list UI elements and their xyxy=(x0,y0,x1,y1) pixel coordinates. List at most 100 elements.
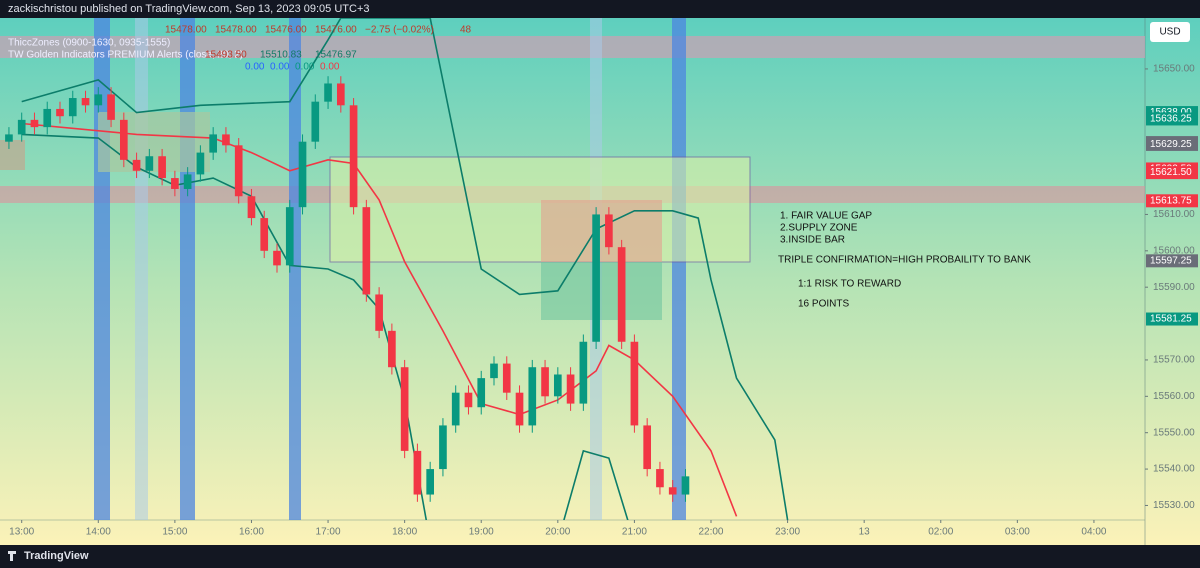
fair-value-gap-box xyxy=(329,156,751,263)
candle-body xyxy=(209,134,218,153)
candle-body xyxy=(196,152,205,175)
candle-body xyxy=(541,367,549,397)
candle-body xyxy=(643,425,652,470)
price-badge xyxy=(1146,254,1198,268)
candle-body xyxy=(260,218,269,251)
price-badge xyxy=(1146,166,1198,180)
x-tick-label: 22:00 xyxy=(698,527,723,538)
x-tick-label: 19:00 xyxy=(469,527,494,538)
candle-body xyxy=(30,119,39,128)
x-tick-label: 04:00 xyxy=(1081,527,1106,538)
brand: TradingView xyxy=(24,550,89,562)
legend: 15478.00 15478.00 15476.00 15476.00 −2.75 (−… xyxy=(8,25,472,73)
indicator-value: 0.00 xyxy=(320,62,340,73)
price-badge-label: 15581.25 xyxy=(1150,314,1192,325)
candle-body xyxy=(400,367,409,451)
currency-label[interactable]: USD xyxy=(1159,27,1180,38)
indicator-line xyxy=(21,18,789,520)
candle-body xyxy=(413,450,422,495)
y-tick-label: 15590.00 xyxy=(1153,282,1195,293)
candle-body xyxy=(119,119,128,160)
x-tick-label: 13:00 xyxy=(9,527,34,538)
candle-body xyxy=(68,98,77,117)
price-badge-label: 15597.25 xyxy=(1150,255,1192,266)
x-tick-label: 23:00 xyxy=(775,527,800,538)
session-band xyxy=(289,18,301,520)
indicator-value: 15476.97 xyxy=(315,50,357,61)
x-tick-label: 13 xyxy=(859,527,871,538)
ohlc-value: 15478.00 xyxy=(165,25,207,36)
indicator-line xyxy=(21,133,629,520)
candle-body xyxy=(426,469,435,495)
session-band xyxy=(180,18,195,520)
drawings xyxy=(0,18,1145,520)
candle-body xyxy=(132,159,141,171)
brand-logo xyxy=(8,551,16,561)
candle-body xyxy=(528,367,537,426)
x-tick-label: 16:00 xyxy=(239,527,264,538)
price-badge xyxy=(1146,112,1198,126)
price-badge xyxy=(1146,194,1198,208)
x-tick-label: 14:00 xyxy=(86,527,111,538)
candle-body xyxy=(298,141,307,208)
annotation: 2.SUPPLY ZONE xyxy=(780,223,858,234)
candle-body xyxy=(349,105,358,208)
candle-body xyxy=(439,425,447,470)
y-tick-label: 15530.00 xyxy=(1153,500,1195,511)
y-tick-label: 15550.00 xyxy=(1153,427,1195,438)
candle-body xyxy=(145,156,154,171)
candle-body xyxy=(605,214,613,248)
price-badge-label: 15613.75 xyxy=(1150,195,1192,206)
y-tick-label: 15540.00 xyxy=(1153,464,1195,475)
candle-body xyxy=(324,83,332,102)
candle-body xyxy=(490,363,498,379)
indicator-value: 15510.83 xyxy=(260,50,302,61)
candle-body xyxy=(56,108,64,117)
indicator-value: 0.00 xyxy=(245,62,265,73)
price-badge-label: 15629.25 xyxy=(1150,139,1192,150)
candle-body xyxy=(171,178,179,189)
candle-body xyxy=(668,487,677,495)
candle-body xyxy=(273,250,281,266)
ohlc-value: 15476.00 xyxy=(265,25,307,36)
candle-body xyxy=(5,134,13,142)
indicator-value: 15493.50 xyxy=(205,50,247,61)
candle-body xyxy=(477,378,486,408)
session-band xyxy=(135,18,148,520)
candle-body xyxy=(566,374,575,404)
x-tick-label: 21:00 xyxy=(622,527,647,538)
x-tick-label: 20:00 xyxy=(545,527,570,538)
session-band xyxy=(672,18,686,520)
candle-body xyxy=(362,207,371,295)
ohlc-value: −2.75 (−0.02%) xyxy=(365,25,434,36)
x-tick-label: 15:00 xyxy=(162,527,187,538)
x-tick-label: 18:00 xyxy=(392,527,417,538)
currency-button[interactable] xyxy=(1150,22,1190,42)
candle-body xyxy=(388,330,396,368)
y-tick-label: 15570.00 xyxy=(1153,355,1195,366)
y-tick-label: 15600.00 xyxy=(1153,245,1195,256)
x-tick-label: 02:00 xyxy=(928,527,953,538)
candle-body xyxy=(43,108,52,128)
annotation: 1:1 RISK TO REWARD xyxy=(798,279,901,290)
candle-body xyxy=(107,94,115,120)
candle-body xyxy=(94,94,103,106)
indicator-label: TW Golden Indicators PREMIUM Alerts (clo… xyxy=(8,50,243,61)
annotation: 1. FAIR VALUE GAP xyxy=(780,211,872,222)
candle-body xyxy=(158,156,166,179)
annotation: 3.INSIDE BAR xyxy=(780,235,845,246)
x-tick-label: 17:00 xyxy=(316,527,341,538)
candle-body xyxy=(183,174,192,189)
y-tick-label: 15650.00 xyxy=(1153,64,1195,75)
candle-body xyxy=(592,214,600,342)
indicator-value: 0.00 xyxy=(295,62,315,73)
y-tick-label: 15560.00 xyxy=(1153,391,1195,402)
candle-body xyxy=(579,341,588,404)
ohlc-value: 15476.00 xyxy=(315,25,357,36)
y-tick-label: 15610.00 xyxy=(1153,209,1195,220)
annotation: 16 POINTS xyxy=(798,299,849,310)
price-badge xyxy=(1146,137,1198,151)
candle-body xyxy=(515,392,524,426)
